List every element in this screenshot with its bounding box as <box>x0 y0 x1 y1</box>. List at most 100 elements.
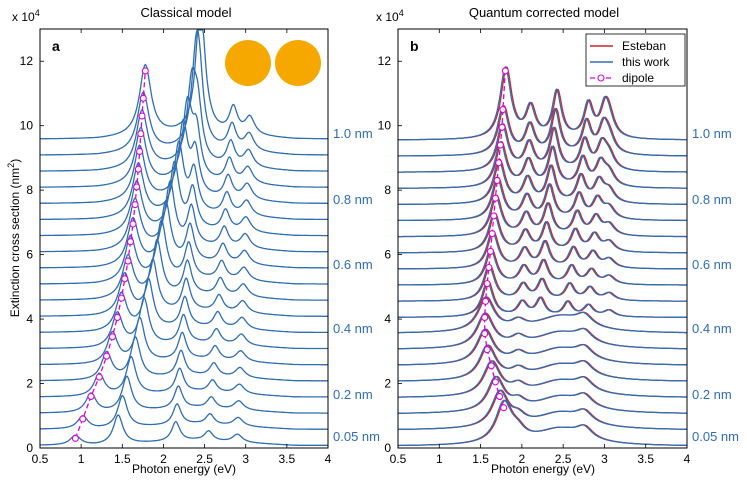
panel-a-spectrum-15 <box>40 139 329 221</box>
panel-b-gap-label: 0.2 nm <box>692 387 732 402</box>
panel-a-dipole-marker <box>124 257 132 265</box>
panel-b-this-work-spectrum-10 <box>398 264 687 302</box>
legend: Esteban this work dipole <box>585 33 686 87</box>
panel-b-esteban-spectrum-10 <box>398 264 687 302</box>
panel-a: Classical model x 104 a 0.5 1 1.5 2 2.5 3 3.5 4… <box>6 5 380 476</box>
panel-b-esteban-spectrum-8 <box>398 296 687 334</box>
panel-b-y-tick-label: 0 <box>384 441 391 455</box>
panel-a-y-tick-label: 12 <box>20 54 34 68</box>
legend-dipole-label: dipole <box>622 71 654 85</box>
panel-b-x-tick-label: 1.5 <box>472 452 489 466</box>
panel-b-dipole-marker <box>486 247 495 255</box>
legend-dipole-marker <box>597 74 605 82</box>
panel-a-dipole-marker <box>79 415 87 423</box>
y-axis-label: Extinction cross section (nm2) <box>6 159 22 317</box>
panel-a-spectrum-12 <box>40 199 328 269</box>
panel-a-spectrum-4 <box>40 355 328 398</box>
panel-b-y-tick-label: 4 <box>384 312 391 326</box>
panel-b-x-axis-label: Photon energy (eV) <box>491 462 595 476</box>
panel-a-spectrum-6 <box>40 316 328 366</box>
panel-a-x-tick-label: 1.5 <box>114 452 131 466</box>
panel-a-exponent: x 104 <box>12 8 40 24</box>
panel-a-x-tick-label: 3.5 <box>279 452 296 466</box>
panel-a-gap-labels: 0.05 nm 0.2 nm 0.4 nm 0.6 nm 0.8 nm 1.0 nm <box>333 126 380 444</box>
panel-b-esteban-spectrum-15 <box>397 176 687 222</box>
panel-b-gap-label: 1.0 nm <box>692 126 732 141</box>
panel-a-spectrum-17 <box>40 95 328 188</box>
panel-b-dipole-marker <box>487 362 495 370</box>
panel-a-y-tick-label: 0 <box>26 441 33 455</box>
panel-b-y-tick-label: 6 <box>384 248 391 262</box>
panel-a-gap-label: 0.8 nm <box>333 192 373 207</box>
panel-b-label: b <box>410 38 419 54</box>
panel-b-this-work-spectrum-13 <box>398 212 687 254</box>
panel-a-dipole-marker <box>71 434 79 442</box>
panel-a-gap-label: 0.6 nm <box>333 257 373 272</box>
panel-b-this-work-spectrum-8 <box>398 296 687 334</box>
panel-a-spectrum-5 <box>40 335 328 382</box>
panel-a-dipole-marker <box>87 392 95 400</box>
panel-b-esteban-spectrum-3 <box>397 375 687 414</box>
panel-b-this-work-spectrum-15 <box>398 176 687 222</box>
panel-b-dipole-markers <box>481 67 509 412</box>
panel-b-gap-label: 0.4 nm <box>692 321 732 336</box>
panel-a-y-tick-label: 10 <box>20 119 34 133</box>
panel-b-this-work-spectrum-14 <box>398 194 687 238</box>
panel-a-dipole-marker <box>131 201 139 209</box>
panel-a-dipole-marker <box>133 183 141 191</box>
panel-a-x-tick-label: 2 <box>160 452 167 466</box>
panel-b-gap-label: 0.05 nm <box>692 429 739 444</box>
panel-b-dipole-marker <box>491 378 499 386</box>
panel-b-esteban-spectrum-1 <box>398 399 687 447</box>
panel-b-dipole-marker <box>481 313 489 322</box>
panel-b-y-tick-label: 12 <box>378 54 392 68</box>
panel-b-dipole-marker <box>496 141 504 149</box>
sphere-right <box>275 40 321 86</box>
panel-b-dipole-marker <box>496 392 504 400</box>
panel-b-this-work-spectrum-19 <box>397 105 687 157</box>
panel-b-this-work-spectrum-17 <box>398 140 687 189</box>
panel-a-spectrum-18 <box>40 66 328 172</box>
panel-b-esteban-spectrum-17 <box>398 141 687 189</box>
panel-a-y-ticks: 0 2 4 6 8 10 12 <box>20 54 44 455</box>
panel-a-dipole-marker <box>138 112 146 120</box>
panel-a-x-ticks: 0.5 1 1.5 2 2.5 3 3.5 4 <box>32 29 332 466</box>
panel-b-x-tick-label: 3.5 <box>637 452 654 466</box>
panel-b-dipole-marker <box>488 230 496 238</box>
panel-b-x-tick-label: 0.5 <box>390 452 407 466</box>
panel-b-esteban-spectrum-16 <box>398 159 687 205</box>
panel-b-esteban-spectrum-18 <box>398 123 687 173</box>
panel-b-this-work-spectrum-18 <box>398 122 687 173</box>
panel-b-x-tick-label: 2.5 <box>555 452 572 466</box>
panel-b-y-tick-label: 2 <box>384 377 391 391</box>
panel-b-x-tick-label: 1 <box>436 452 443 466</box>
panel-b-dipole-marker <box>490 212 498 220</box>
panel-b-x-tick-label: 2 <box>519 452 526 466</box>
panel-a-y-tick-label: 6 <box>26 248 33 262</box>
panel-b-dipole-marker <box>498 123 506 131</box>
panel-a-spectrum-3 <box>40 375 328 414</box>
panel-b-this-work-spectrum-2 <box>398 389 687 431</box>
panel-a-dipole-marker <box>129 220 137 228</box>
panel-b-this-work-spectrum-1 <box>398 399 687 447</box>
panel-a-spectrum-13 <box>40 179 328 253</box>
panel-b-title: Quantum corrected model <box>469 5 619 20</box>
panel-a-x-tick-label: 0.5 <box>32 452 49 466</box>
panel-a-dipole-marker <box>113 313 121 322</box>
panel-b-x-tick-label: 3 <box>601 452 608 466</box>
panel-a-dipole-marker <box>108 333 116 341</box>
panel-a-dipole-marker <box>117 294 126 302</box>
panel-a-dipole-trend-line <box>74 70 146 439</box>
panel-b-this-work-spectrum-11 <box>398 248 687 286</box>
panel-a-y-tick-label: 8 <box>26 183 33 197</box>
panel-b-y-tick-label: 10 <box>378 119 392 133</box>
panel-a-dipole-marker <box>141 67 149 75</box>
panel-b-dipole-marker <box>483 346 491 354</box>
legend-esteban-label: Esteban <box>622 39 666 53</box>
panel-b-dipole-marker <box>483 280 491 288</box>
panel-a-x-tick-label: 4 <box>325 452 332 466</box>
panel-b-dipole-marker <box>481 297 490 305</box>
panel-b-dipole-marker <box>500 404 508 412</box>
panel-a-x-tick-label: 2.5 <box>196 452 213 466</box>
